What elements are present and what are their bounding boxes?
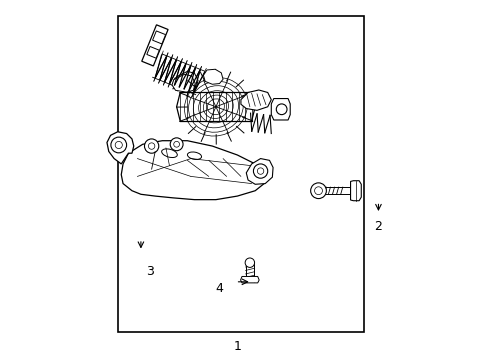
Polygon shape (271, 99, 290, 120)
Circle shape (173, 141, 179, 147)
Circle shape (111, 137, 126, 153)
Polygon shape (173, 73, 196, 91)
Circle shape (170, 138, 183, 151)
Polygon shape (240, 276, 259, 283)
Polygon shape (203, 69, 223, 84)
Polygon shape (350, 181, 361, 201)
Circle shape (314, 187, 322, 195)
Polygon shape (152, 31, 165, 44)
Circle shape (276, 104, 286, 114)
Bar (241, 264, 258, 286)
Circle shape (115, 141, 122, 149)
Circle shape (253, 164, 267, 178)
Polygon shape (107, 132, 134, 164)
Circle shape (244, 258, 254, 267)
Circle shape (310, 183, 325, 199)
Text: 1: 1 (233, 339, 241, 352)
Polygon shape (142, 25, 168, 66)
Bar (319, 180, 353, 202)
Text: 3: 3 (145, 265, 153, 278)
Text: 4: 4 (215, 283, 223, 296)
Polygon shape (246, 158, 272, 184)
Circle shape (148, 143, 155, 149)
Polygon shape (172, 74, 195, 92)
Text: 2: 2 (374, 220, 382, 233)
Polygon shape (121, 141, 265, 200)
Polygon shape (241, 90, 271, 111)
Polygon shape (175, 71, 198, 89)
Bar (118, 16, 364, 332)
Ellipse shape (187, 152, 201, 159)
Circle shape (144, 139, 159, 153)
Ellipse shape (162, 149, 177, 158)
Circle shape (257, 168, 263, 174)
Polygon shape (146, 46, 159, 58)
